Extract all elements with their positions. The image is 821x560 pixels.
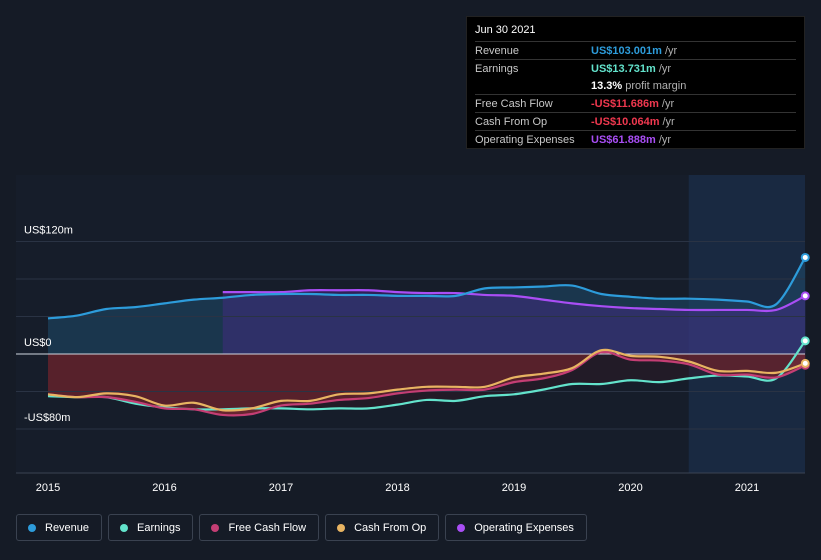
tooltip-unit: /yr [661,97,675,110]
tooltip-row-profit-margin: 13.3% profit margin [475,77,796,94]
chart-lines [47,256,807,417]
tooltip-unit: /yr [658,62,672,75]
legend-dot-icon [120,523,129,532]
operating-expenses-area [222,290,806,354]
endpoint-operating-expenses [800,291,810,301]
legend-item-free-cash-flow[interactable]: Free Cash Flow [199,514,320,541]
endpoint-revenue [800,252,810,262]
tooltip-row-operating-expenses: Operating Expenses US$61.888m /yr [475,130,796,148]
tooltip-label: Free Cash Flow [475,97,553,110]
tooltip-label: Earnings [475,62,519,75]
tooltip-unit: /yr [664,44,678,57]
tooltip-row-earnings: Earnings US$13.731m /yr [475,59,796,77]
tooltip-row-free-cash-flow: Free Cash Flow -US$11.686m /yr [475,94,796,112]
chart-endpoints [800,252,810,370]
series-line-cash-from-op [47,348,806,412]
x-tick-label: 2019 [502,482,526,494]
x-axis-labels: 2015 2016 2017 2018 2019 2020 2021 [36,482,759,494]
tooltip-value: -US$10.064m [591,115,660,128]
legend-label: Cash From Op [354,521,427,534]
tooltip-label: Cash From Op [475,115,548,128]
revenue-area [48,257,806,354]
series-line-revenue [47,256,807,320]
x-tick-label: 2020 [618,482,642,494]
x-tick-label: 2021 [735,482,759,494]
data-tooltip: Jun 30 2021 Revenue US$103.001m /yr Earn… [466,16,805,149]
legend-dot-icon [211,523,220,532]
legend-label: Revenue [45,521,90,534]
series-line-free-cash-flow [47,350,806,417]
legend-label: Operating Expenses [474,521,574,534]
tooltip-unit: /yr [658,133,672,146]
legend-label: Earnings [137,521,181,534]
tooltip-unit: /yr [662,115,675,128]
legend-label: Free Cash Flow [228,521,307,534]
tooltip-row-revenue: Revenue US$103.001m /yr [475,41,796,59]
x-tick-label: 2017 [269,482,293,494]
tooltip-value: US$13.731m [591,62,656,75]
legend-dot-icon [457,523,466,532]
y-tick-label: US$0 [24,337,52,349]
tooltip-label: Operating Expenses [475,133,575,146]
y-tick-label: -US$80m [24,412,70,424]
series-line-operating-expenses [222,289,806,313]
earnings-area [48,340,806,410]
legend-dot-icon [337,523,346,532]
tooltip-value: US$61.888m [591,133,656,146]
x-tick-label: 2016 [152,482,176,494]
x-tick-label: 2015 [36,482,60,494]
tooltip-row-cash-from-op: Cash From Op -US$10.064m /yr [475,112,796,130]
chart-areas [48,257,806,416]
endpoint-cash-from-op [800,358,810,368]
tooltip-value: -US$11.686m [591,97,659,110]
endpoint-earnings [800,336,810,346]
tooltip-value: US$103.001m [591,44,662,57]
legend-item-operating-expenses[interactable]: Operating Expenses [445,514,587,541]
chart-legend: Revenue Earnings Free Cash Flow Cash Fro… [16,514,587,541]
legend-item-earnings[interactable]: Earnings [108,514,194,541]
tooltip-unit: profit margin [625,79,687,92]
legend-dot-icon [28,523,36,532]
x-tick-label: 2018 [385,482,409,494]
tooltip-value: 13.3% [591,79,623,92]
tooltip-date: Jun 30 2021 [475,24,536,36]
chart-gridlines [16,241,805,474]
legend-item-cash-from-op[interactable]: Cash From Op [325,514,440,541]
tooltip-label: Revenue [475,44,520,57]
y-axis-labels: US$120m US$0 -US$80m [24,225,73,425]
free-cash-flow-area [48,351,806,416]
legend-item-revenue[interactable]: Revenue [16,514,103,541]
y-tick-label: US$120m [24,225,73,237]
